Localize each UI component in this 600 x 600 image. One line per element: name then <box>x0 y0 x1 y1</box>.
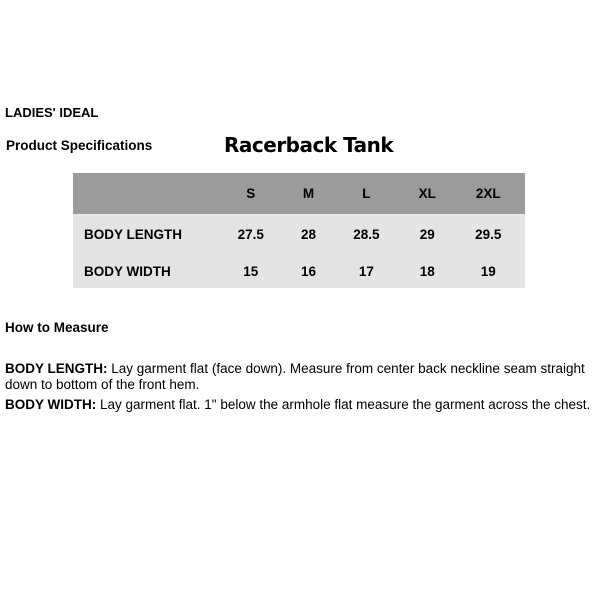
table-row: BODY LENGTH 27.5 28 28.5 29 29.5 <box>73 214 525 255</box>
table-cell: 16 <box>301 264 317 279</box>
column-header: L <box>362 186 371 201</box>
page-title: Racerback Tank <box>224 133 394 157</box>
size-chart-table: S M L XL 2XL BODY LENGTH 27.5 28 28.5 29… <box>73 173 525 288</box>
column-header <box>73 173 214 214</box>
table-header-row: S M L XL 2XL <box>73 173 525 214</box>
table-cell: 29.5 <box>475 227 502 242</box>
column-header: XL <box>418 186 436 201</box>
table-cell: 19 <box>480 264 496 279</box>
column-header: M <box>302 186 315 201</box>
brand-label: LADIES' IDEAL <box>5 105 99 120</box>
row-label: BODY WIDTH <box>84 264 171 279</box>
how-to-measure-heading: How to Measure <box>5 320 109 335</box>
column-header: S <box>246 186 256 201</box>
instruction-term: BODY WIDTH: <box>5 397 97 412</box>
instruction-term: BODY LENGTH: <box>5 361 108 376</box>
instruction-text: Lay garment flat. 1" below the armhole f… <box>96 397 591 412</box>
table-row: BODY WIDTH 15 16 17 18 19 <box>73 255 525 288</box>
measure-instruction-width: BODY WIDTH: Lay garment flat. 1" below t… <box>5 397 600 413</box>
measure-instruction-length: BODY LENGTH: Lay garment flat (face down… <box>5 361 600 393</box>
column-header: 2XL <box>475 186 501 201</box>
table-cell: 29 <box>419 227 435 242</box>
section-label: Product Specifications <box>6 138 153 153</box>
row-label: BODY LENGTH <box>84 227 183 242</box>
table-cell: 17 <box>358 264 374 279</box>
table-cell: 28.5 <box>353 227 380 242</box>
table-cell: 28 <box>301 227 317 242</box>
table-cell: 15 <box>243 264 259 279</box>
instruction-text: Lay garment flat (face down). Measure fr… <box>5 361 585 392</box>
table-cell: 18 <box>419 264 435 279</box>
table-cell: 27.5 <box>237 227 264 242</box>
